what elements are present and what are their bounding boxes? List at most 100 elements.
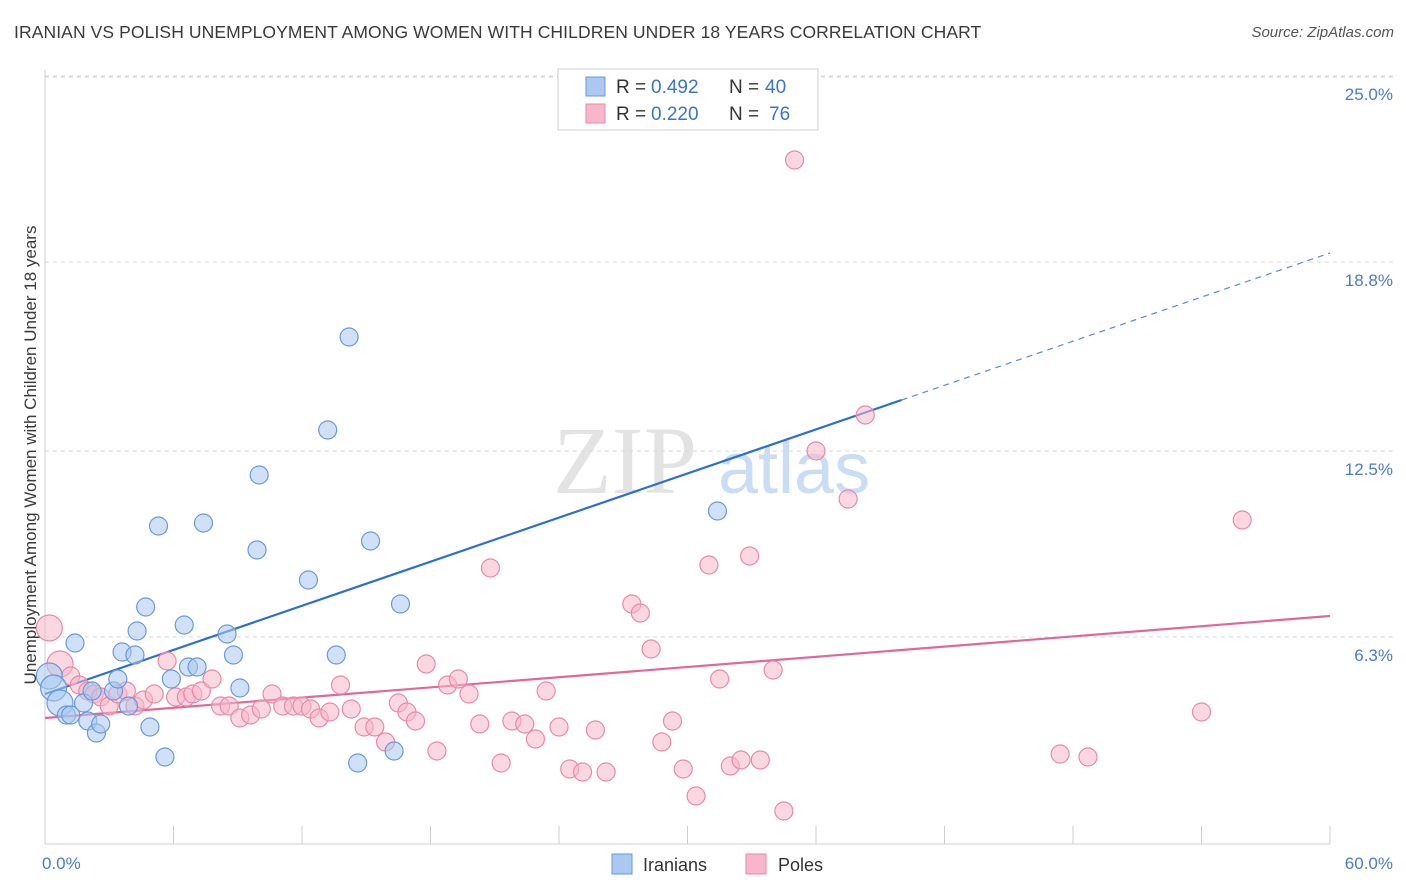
gridlines [45,75,1393,638]
poles-point-24 [262,684,282,704]
poles-point-71 [784,150,805,170]
iranians-point-18 [140,717,160,737]
iranians-trend-line [44,398,903,696]
poles-point-45 [480,558,501,578]
poles-point-68 [750,750,770,770]
poles-point-0 [35,614,63,642]
iranians-point-26 [217,624,237,644]
poles-point-58 [641,639,661,659]
poles-point-78 [1232,510,1252,530]
legend-iranians-n-value: 40 [765,77,786,98]
poles-point-62 [686,786,706,806]
iranians-point-27 [223,645,244,665]
iranians-point-36 [360,531,381,551]
poles-point-40 [427,741,447,761]
iranians-point-22 [174,615,194,635]
bottom-legend-iranians: Iranians [643,855,707,875]
legend-iranians-r-value: 0.492 [651,77,699,98]
poles-point-17 [191,681,211,701]
y-axis-title: Unemployment Among Women with Children U… [21,226,40,685]
poles-point-64 [710,669,730,689]
poles-point-38 [405,711,426,731]
poles-point-44 [470,714,490,734]
y-tick-label-1: 12.5% [1345,460,1393,479]
poles-point-66 [731,750,751,770]
poles-point-59 [652,732,672,752]
iranians-point-38 [390,594,411,614]
poles-point-20 [219,696,239,716]
legend-poles-r-label: R = [616,104,646,125]
iranians-point-33 [326,645,346,665]
poles-point-23 [251,699,271,719]
poles-point-53 [572,762,593,782]
iranians-point-19 [148,516,169,536]
x-tick-label-1: 60.0% [1345,854,1393,873]
iranians-point-14 [118,696,139,716]
poles-point-73 [838,489,858,509]
legend-poles-n-value: 76 [769,104,790,125]
poles-point-57 [630,603,650,623]
legend-iranians-n-label: N = [729,77,759,98]
iranians-point-25 [193,513,214,533]
iranians-point-34 [339,327,359,347]
poles-point-74 [855,405,875,425]
poles-point-54 [585,720,606,740]
poles-point-75 [1050,744,1070,764]
iranians-point-17 [136,597,156,617]
iranians-point-37 [384,741,404,761]
legend-poles-r-value: 0.220 [651,104,699,125]
x-tick-label-0: 0.0% [42,854,81,873]
poles-point-39 [416,654,436,674]
poles-point-67 [740,546,760,566]
poles-point-30 [320,702,340,722]
poles-point-76 [1078,747,1098,767]
iranians-point-29 [247,540,267,560]
poles-point-60 [662,711,683,731]
poles-point-70 [774,801,794,821]
source-credit: Source: ZipAtlas.com [1251,24,1394,41]
bottom-legend-swatch-iranians [611,853,633,875]
poles-point-77 [1191,702,1212,722]
legend-poles-n-label: N = [729,104,759,125]
watermark: ZIP atlas [553,407,870,514]
poles-point-49 [525,729,546,749]
iranians-point-16 [127,621,147,641]
poles-point-61 [673,759,693,779]
chart-title: IRANIAN VS POLISH UNEMPLOYMENT AMONG WOM… [14,22,982,42]
poles-point-42 [448,669,468,689]
stats-legend: R = 0.492 N = 40 R = 0.220 N = 76 [557,68,819,131]
iranians-point-30 [249,465,269,485]
watermark-zip: ZIP [553,407,697,514]
poles-point-18 [202,669,222,689]
series-legend: Iranians Poles [611,853,823,875]
poles-point-63 [699,555,719,575]
iranians-point-15 [125,645,145,665]
poles-point-51 [549,717,569,737]
iranians-point-12 [108,669,128,689]
iranians-point-10 [91,714,111,734]
bottom-legend-swatch-poles [745,853,767,875]
iranians-point-4 [61,705,81,725]
y-tick-label-3: 25.0% [1345,85,1393,104]
iranians-point-28 [230,678,250,698]
iranians-point-20 [155,747,175,767]
poles-point-55 [596,762,616,782]
poles-point-43 [459,684,479,704]
iranians-points [35,327,728,773]
iranians-point-32 [318,420,338,440]
poles-point-32 [341,699,361,719]
tick-labels: 6.3% 12.5% 18.8% 25.0% 0.0% 60.0% [42,85,1393,873]
iranians-trend-extension [901,252,1331,401]
axes [44,70,1331,845]
iranians-point-24 [187,657,207,677]
poles-point-34 [365,717,385,737]
poles-point-72 [806,441,826,461]
iranians-point-8 [82,681,102,701]
poles-point-12 [144,684,164,704]
iranians-point-31 [298,570,319,590]
poles-point-31 [330,675,351,695]
iranians-point-5 [65,633,85,653]
poles-point-50 [536,681,556,701]
y-tick-label-2: 18.8% [1345,271,1393,290]
